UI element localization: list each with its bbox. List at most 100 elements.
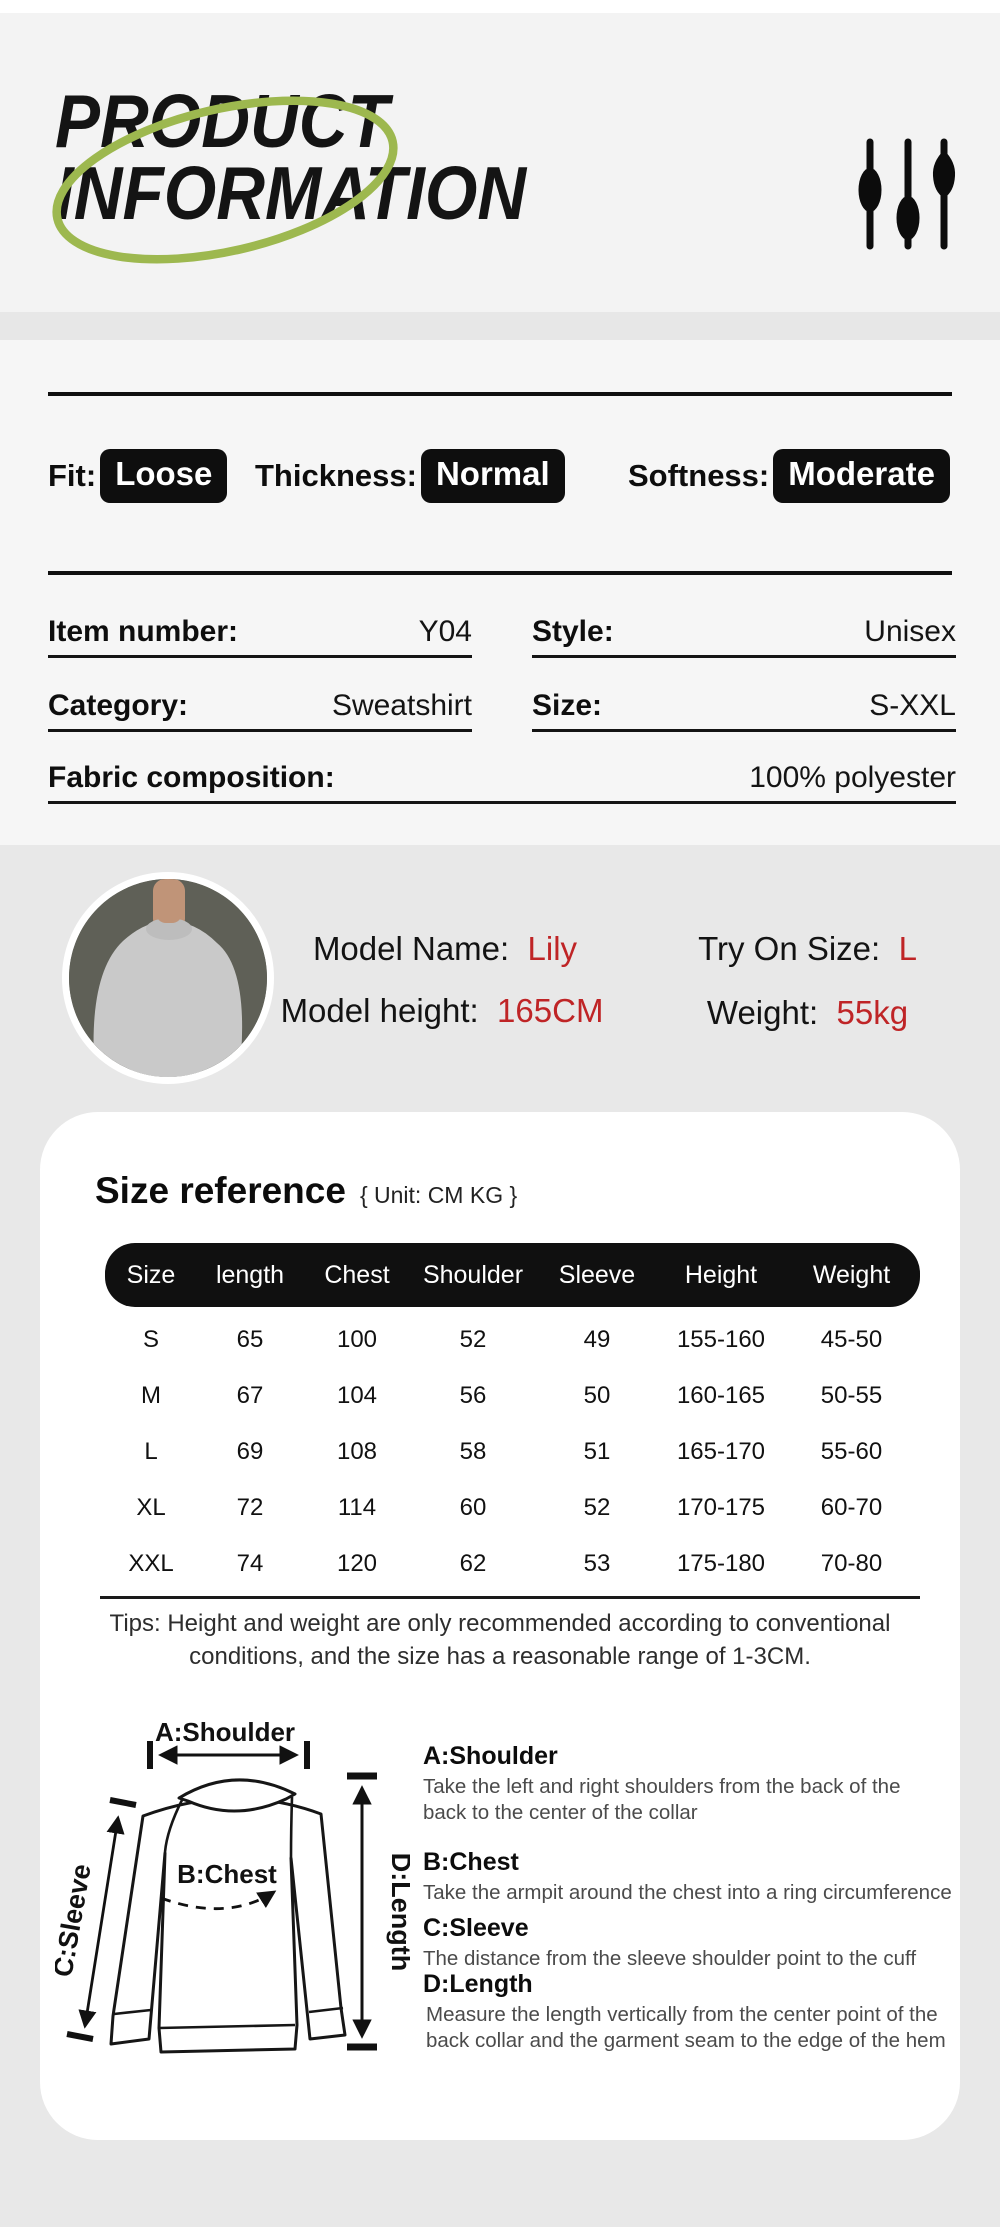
sweatshirt-measure-diagram: A:Shoulder B:Chest C:Sleeve D:Length [55, 1717, 410, 2054]
col-size: Size [126, 1260, 176, 1289]
table-row-xxl: XXL 74 120 62 53 175-180 70-80 [105, 1536, 920, 1592]
model-name-value-text: Lily [527, 930, 578, 967]
cell: 120 [336, 1550, 378, 1577]
fabric-label: Fabric composition: [48, 761, 335, 794]
cell: L [144, 1438, 158, 1465]
cell: M [141, 1382, 161, 1409]
cell: 58 [459, 1438, 487, 1465]
cell: 170-175 [676, 1494, 766, 1521]
table-row-xl: XL 72 114 60 52 170-175 60-70 [105, 1480, 920, 1536]
cell: 165-170 [676, 1438, 766, 1465]
cell: 50 [583, 1382, 611, 1409]
fit-label: Fit: [48, 458, 97, 493]
item-number-label: Item number: [48, 615, 239, 648]
cell: 55-60 [820, 1438, 883, 1465]
model-name-value [518, 930, 527, 967]
cell: 69 [236, 1438, 264, 1465]
diagram-c-label: C:Sleeve [55, 1862, 97, 1980]
measure-d-heading: D:Length [423, 1970, 533, 1998]
cell: 155-160 [676, 1326, 766, 1353]
model-weight-value [827, 994, 836, 1031]
col-length: length [215, 1260, 285, 1289]
table-row-s: S 65 100 52 49 155-160 45-50 [105, 1312, 920, 1368]
size-reference-title: Size reference { Unit: CM KG } [95, 1170, 517, 1212]
cell: 52 [459, 1326, 487, 1353]
cell: 65 [236, 1326, 264, 1353]
measure-c-description: The distance from the sleeve shoulder po… [423, 1947, 917, 1970]
category-label: Category: [48, 689, 189, 722]
size-value: S-XXL [869, 689, 956, 722]
cell: 108 [336, 1438, 378, 1465]
spec-row-fabric: Fabric composition: 100% polyester [48, 749, 956, 804]
table-footer-line [100, 1596, 920, 1599]
model-height-label: Model height: [280, 992, 479, 1029]
tryon-size-label: Try On Size: [698, 930, 881, 967]
size-label: Size: [532, 689, 603, 722]
measure-a-heading: A:Shoulder [423, 1742, 558, 1770]
cell: 114 [337, 1494, 377, 1521]
collar [177, 1778, 297, 1813]
model-name-row: Model Name: Lily [275, 930, 615, 968]
category-value: Sweatshirt [331, 689, 472, 722]
thickness-label: Thickness: [255, 458, 417, 493]
size-reference-unit: { Unit: CM KG } [359, 1182, 518, 1208]
model-avatar [62, 872, 274, 1084]
cell: XL [136, 1494, 166, 1521]
model-height-value [488, 992, 497, 1029]
spec-row-item-number: Item number: Y04 [48, 603, 472, 658]
specs-section [0, 340, 1000, 845]
cell: 53 [583, 1550, 611, 1577]
spec-row-style: Style: Unisex [532, 603, 956, 658]
fit-value-badge: Loose [100, 449, 228, 503]
item-number-value: Y04 [418, 615, 472, 648]
cell: 175-180 [676, 1550, 766, 1577]
tips-line2: conditions, and the size has a reasonabl… [189, 1643, 811, 1670]
fabric-value: 100% polyester [749, 761, 956, 794]
col-sleeve: Sleeve [558, 1260, 636, 1289]
sweatshirt-outline [109, 1797, 347, 2054]
tryon-size-row: Try On Size: L [690, 930, 925, 968]
tryon-size-value [889, 930, 898, 967]
softness-value-badge: Moderate [773, 449, 950, 503]
model-weight-row: Weight: 55kg [690, 994, 925, 1032]
divider-line-top [48, 392, 952, 396]
thickness-attribute: Thickness: Normal [255, 444, 565, 508]
cell: S [142, 1326, 159, 1353]
diagram-d-label: D:Length [386, 1853, 410, 1971]
style-value: Unisex [864, 615, 956, 648]
top-white-strip [0, 0, 1000, 13]
cell: 45-50 [820, 1326, 883, 1353]
model-height-value-text: 165CM [497, 992, 604, 1029]
model-height-row: Model height: 165CM [262, 992, 622, 1030]
page-title-line2: INFORMATION [55, 151, 527, 235]
sliders-equalizer-icon [858, 138, 956, 250]
spec-row-category: Category: Sweatshirt [48, 677, 472, 732]
cell: 56 [459, 1382, 487, 1409]
cell: 49 [583, 1326, 611, 1353]
softness-label: Softness: [628, 458, 770, 493]
cell: 50-55 [820, 1382, 883, 1409]
cell: 74 [236, 1550, 264, 1577]
thickness-value-badge: Normal [420, 449, 565, 503]
table-row-l: L 69 108 58 51 165-170 55-60 [105, 1424, 920, 1480]
cell: 104 [336, 1382, 378, 1409]
style-label: Style: [532, 615, 614, 648]
section-divider-band [0, 312, 1000, 340]
tryon-size-value-text: L [898, 930, 917, 967]
cell: 51 [583, 1438, 611, 1465]
model-weight-label: Weight: [706, 994, 819, 1031]
measure-a-description: Take the left and right shoulders from t… [423, 1775, 901, 1824]
tips-line1: Tips: Height and weight are only recomme… [109, 1610, 891, 1637]
cell: XXL [128, 1550, 174, 1577]
col-shoulder: Shoulder [422, 1260, 524, 1289]
table-row-m: M 67 104 56 50 160-165 50-55 [105, 1368, 920, 1424]
softness-attribute: Softness: Moderate [628, 444, 950, 508]
diagram-a-label: A:Shoulder [155, 1717, 295, 1747]
col-weight: Weight [812, 1260, 891, 1289]
measure-b-heading: B:Chest [423, 1848, 519, 1876]
divider-line-bottom [48, 571, 952, 575]
col-chest: Chest [324, 1260, 390, 1289]
size-table-body: S 65 100 52 49 155-160 45-50 M 67 104 56 50 160-165… [105, 1312, 920, 1592]
diagram-b-label: B:Chest [177, 1859, 277, 1889]
